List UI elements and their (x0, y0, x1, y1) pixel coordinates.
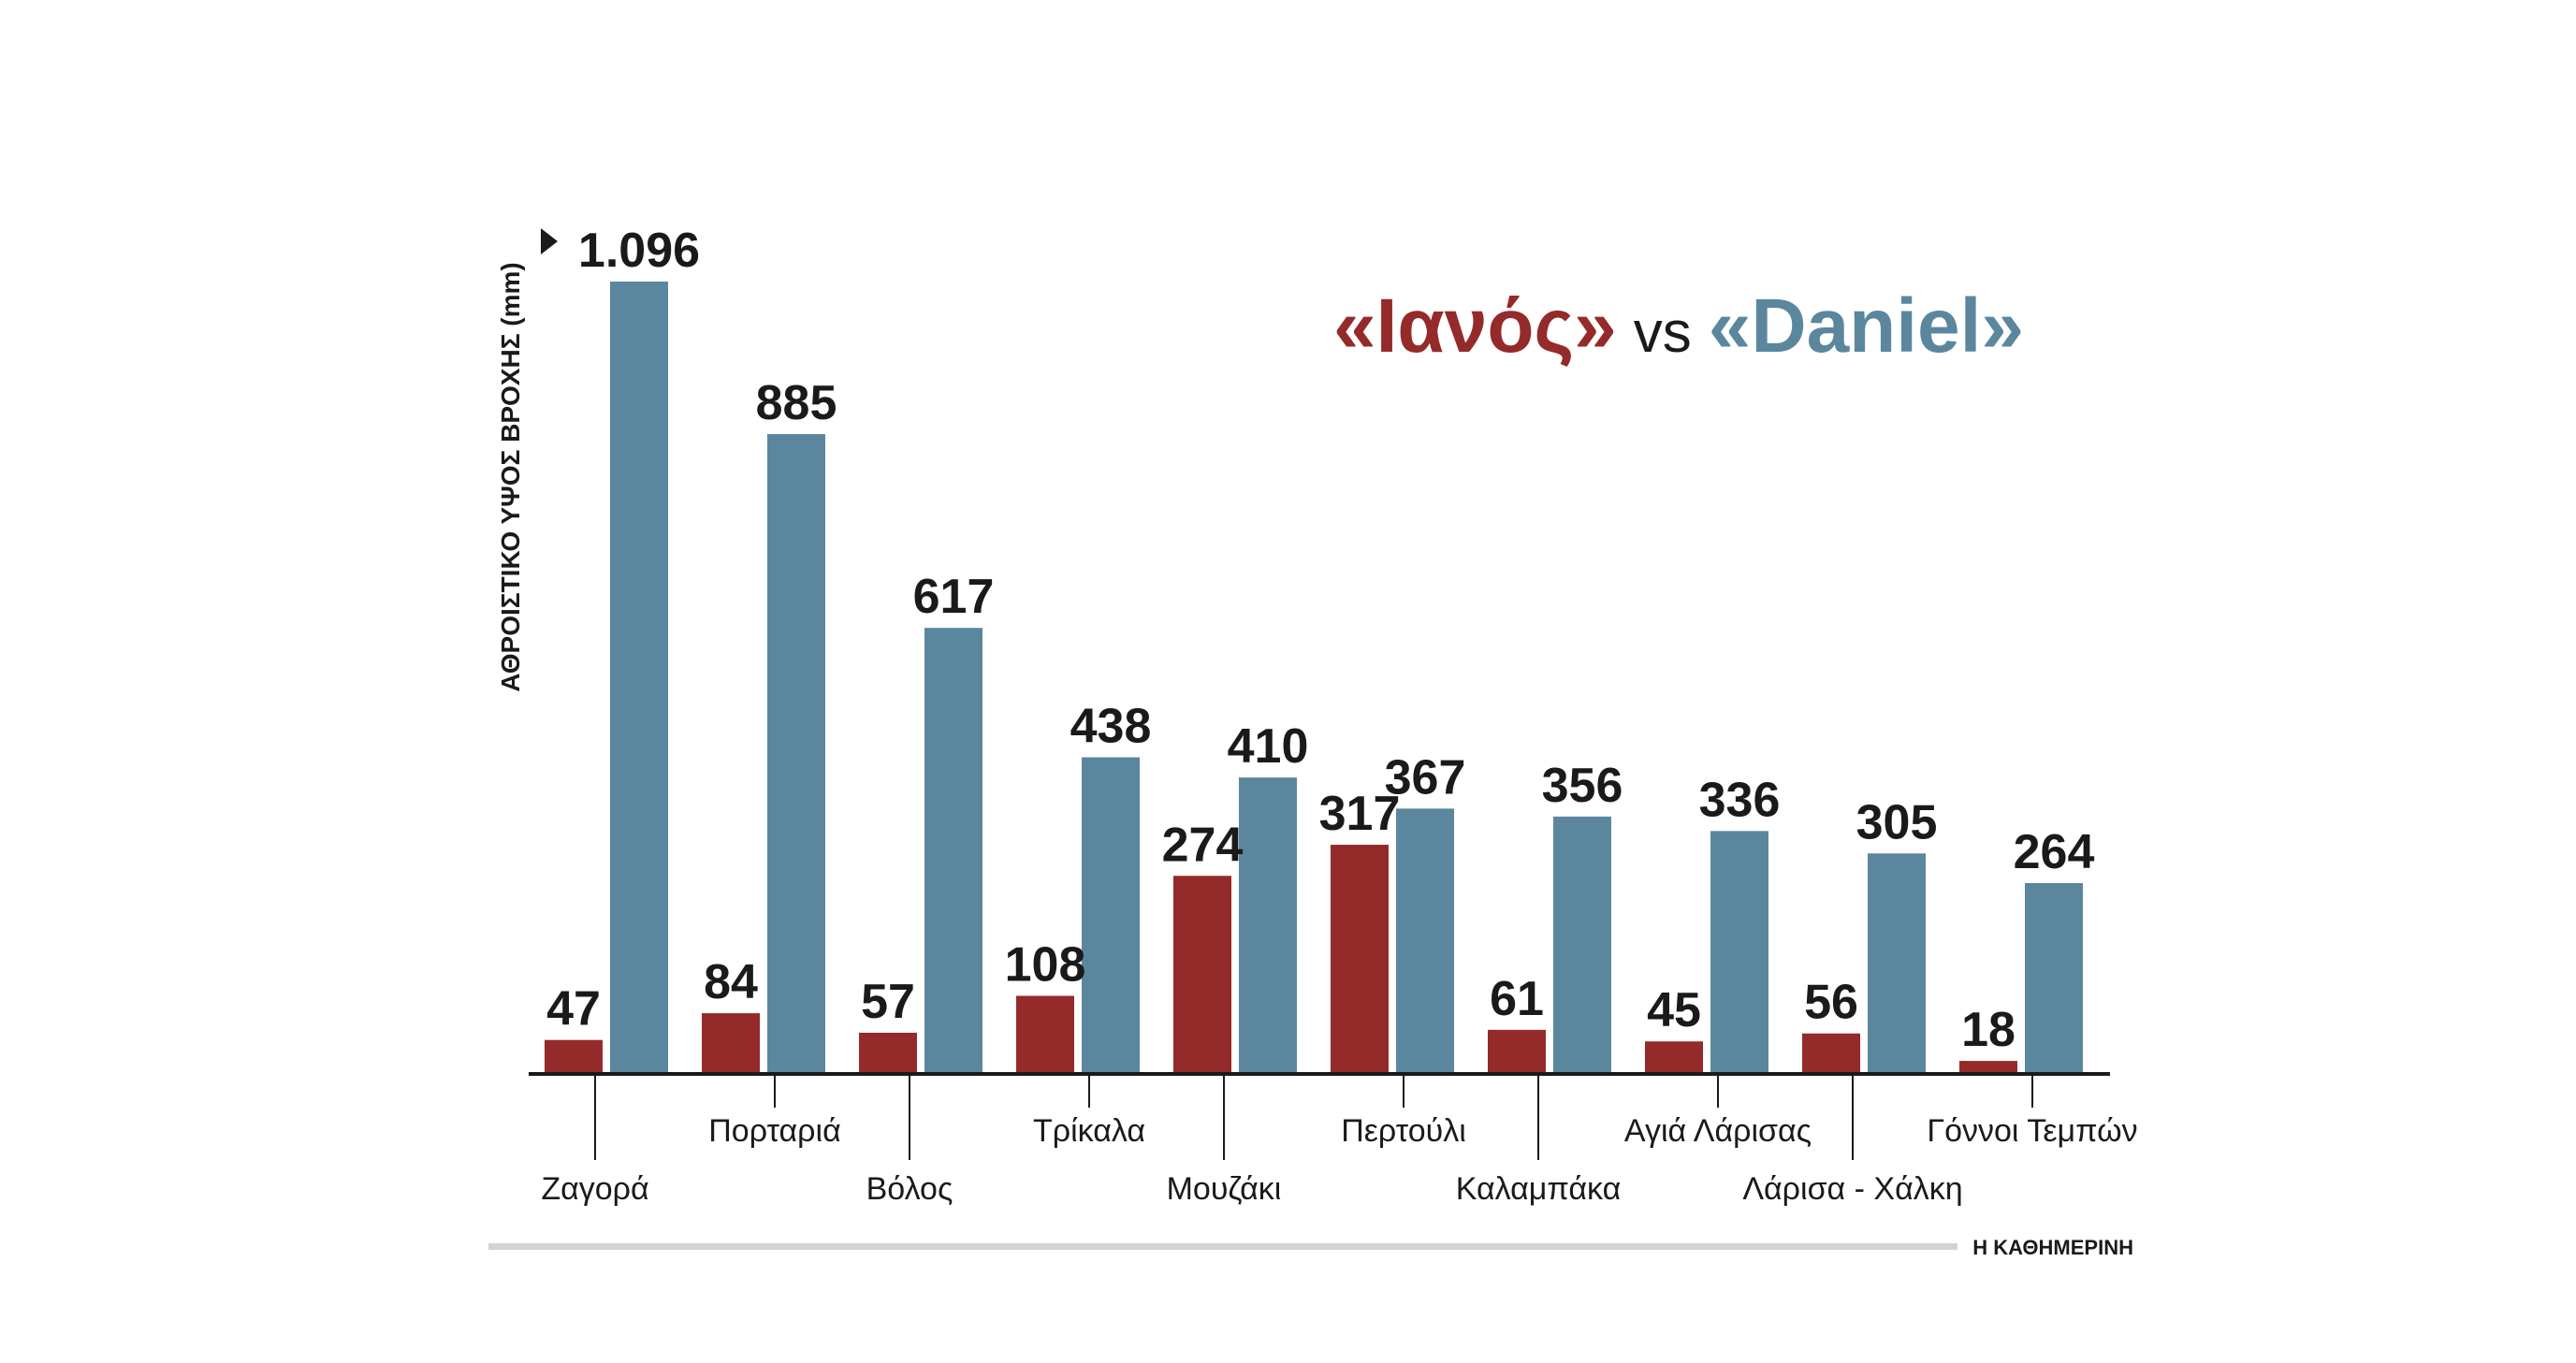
chart-title: «Ιανός» vs «Daniel» (1333, 283, 2024, 369)
title-series-b: «Daniel» (1709, 283, 2024, 369)
value-label-daniel-1: 885 (756, 376, 837, 430)
bar-ianos-2 (859, 1032, 917, 1074)
bar-daniel-9 (2025, 882, 2083, 1074)
max-value-marker-icon (541, 228, 558, 254)
bars-group (545, 282, 2083, 1074)
footer-rule (488, 1243, 1957, 1250)
value-label-ianos-3: 108 (1005, 938, 1086, 993)
category-label-4: Μουζάκι (1167, 1171, 1282, 1207)
value-label-daniel-8: 305 (1856, 795, 1938, 849)
value-label-ianos-7: 45 (1647, 983, 1701, 1037)
category-label-0: Ζαγορά (541, 1171, 648, 1207)
category-label-6: Καλαμπάκα (1456, 1171, 1622, 1207)
value-label-ianos-1: 84 (704, 955, 758, 1009)
value-label-ianos-5: 317 (1319, 787, 1401, 841)
bar-ianos-8 (1802, 1033, 1860, 1074)
category-label-1: Πορταριά (708, 1113, 840, 1149)
bar-daniel-3 (1082, 757, 1140, 1074)
value-label-daniel-6: 356 (1542, 759, 1623, 813)
bar-ianos-7 (1645, 1041, 1703, 1074)
source-label: Η ΚΑΘΗΜΕΡΙΝΗ (1972, 1236, 2133, 1259)
bar-daniel-8 (1868, 853, 1926, 1074)
category-label-5: Περτούλι (1341, 1113, 1466, 1149)
bar-daniel-6 (1553, 816, 1611, 1074)
title-series-a: «Ιανός» (1333, 283, 1617, 369)
value-label-daniel-2: 617 (913, 570, 995, 624)
bar-ianos-1 (702, 1013, 760, 1074)
category-label-3: Τρίκαλα (1033, 1113, 1145, 1149)
value-label-ianos-9: 18 (1961, 1003, 2016, 1057)
bar-ianos-6 (1488, 1029, 1546, 1074)
category-label-9: Γόννοι Τεμπών (1927, 1113, 2137, 1149)
value-label-daniel-4: 410 (1228, 719, 1309, 774)
bar-daniel-0 (610, 282, 668, 1074)
bar-ianos-3 (1016, 995, 1074, 1074)
category-label-2: Βόλος (866, 1171, 953, 1207)
value-label-ianos-6: 61 (1490, 972, 1544, 1026)
bar-ianos-0 (545, 1039, 603, 1074)
bar-daniel-1 (767, 434, 825, 1074)
x-axis: Ζαγορά Πορταριά Βόλος Τρίκαλα Μουζάκι Περτούλ… (529, 1072, 2138, 1207)
value-label-ianos-8: 56 (1804, 976, 1858, 1030)
title-vs: vs (1634, 300, 1692, 365)
bar-daniel-5 (1396, 808, 1454, 1074)
bar-daniel-2 (924, 628, 982, 1074)
category-label-7: Αγιά Λάρισας (1624, 1113, 1812, 1149)
value-label-ianos-0: 47 (546, 982, 601, 1037)
value-label-ianos-4: 274 (1162, 818, 1244, 872)
value-label-daniel-9: 264 (2014, 825, 2095, 879)
bar-ianos-9 (1959, 1061, 2017, 1074)
value-label-daniel-0: 1.096 (578, 224, 700, 278)
category-label-8: Λάρισα - Χάλκη (1742, 1171, 1962, 1207)
value-label-daniel-7: 336 (1699, 773, 1781, 827)
y-axis-label: ΑΘΡΟΙΣΤΙΚΟ ΥΨΟΣ ΒΡΟΧΗΣ (mm) (496, 262, 525, 691)
value-label-daniel-3: 438 (1070, 700, 1152, 754)
bar-ianos-4 (1173, 876, 1231, 1074)
value-label-daniel-5: 367 (1385, 750, 1466, 805)
bar-daniel-4 (1239, 777, 1297, 1074)
value-label-ianos-2: 57 (861, 975, 915, 1029)
bar-ianos-5 (1331, 845, 1389, 1074)
bar-daniel-7 (1710, 831, 1768, 1074)
